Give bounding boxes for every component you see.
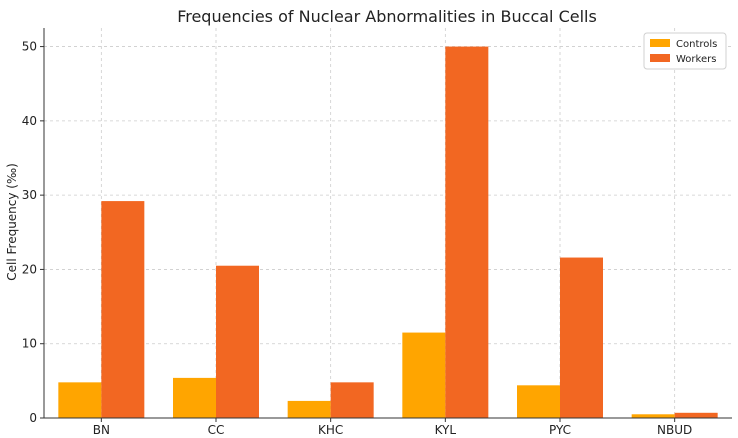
x-tick-label: KHC (318, 423, 343, 437)
y-tick-label: 10 (22, 337, 37, 351)
legend-label-controls: Controls (676, 39, 717, 50)
y-tick-label: 30 (22, 188, 37, 202)
x-tick-label: CC (208, 423, 225, 437)
y-tick-label: 20 (22, 262, 37, 276)
x-tick-label: BN (93, 423, 110, 437)
bar-workers-kyl (445, 46, 489, 418)
x-tick-label: KYL (435, 423, 457, 437)
bars (58, 46, 718, 418)
bar-workers-nbud (674, 412, 718, 418)
legend-swatch-controls (650, 39, 670, 47)
bar-controls-bn (58, 382, 102, 418)
x-tick-label: NBUD (657, 423, 692, 437)
bar-workers-pyc (560, 257, 603, 418)
legend-swatch-workers (650, 54, 670, 62)
grid-lines (44, 28, 732, 419)
legend-label-workers: Workers (676, 54, 716, 65)
y-tick-label: 40 (22, 114, 37, 128)
chart-title: Frequencies of Nuclear Abnormalities in … (177, 7, 597, 26)
y-tick-label: 0 (29, 411, 37, 425)
bar-workers-bn (101, 201, 145, 418)
y-tick-label: 50 (22, 40, 37, 54)
bar-controls-pyc (517, 385, 560, 418)
legend: Controls Workers (643, 32, 727, 70)
bar-controls-nbud (631, 414, 675, 418)
y-axis-label: Cell Frequency (‰) (5, 163, 19, 281)
bar-controls-khc (287, 400, 331, 418)
x-tick-label: PYC (549, 423, 571, 437)
bar-controls-kyl (402, 332, 446, 418)
tick-labels: 0 10 20 30 40 50 BN CC KHC KYL PYC NBUD (22, 40, 693, 437)
bar-workers-cc (216, 265, 259, 418)
axes (40, 28, 732, 422)
bar-controls-cc (173, 377, 216, 418)
bar-workers-khc (330, 382, 374, 418)
